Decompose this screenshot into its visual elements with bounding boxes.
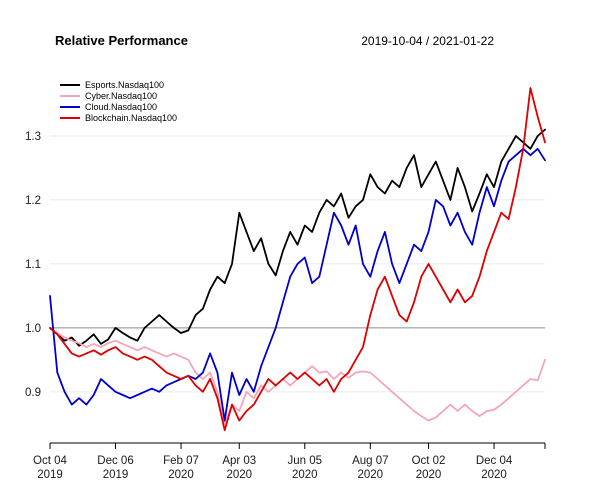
svg-text:1.3: 1.3	[25, 131, 41, 143]
series-line-cloud-nasdaq100	[49, 147, 546, 422]
legend-item: Esports.Nasdaq100	[60, 79, 177, 90]
legend-item: Cyber.Nasdaq100	[60, 90, 177, 101]
svg-text:1.1: 1.1	[25, 259, 41, 271]
svg-text:Oct 02: Oct 02	[412, 455, 446, 467]
svg-text:2020: 2020	[481, 469, 507, 481]
svg-text:0.9: 0.9	[25, 387, 41, 399]
legend-item: Cloud.Nasdaq100	[60, 101, 177, 112]
svg-text:Jun 05: Jun 05	[288, 455, 323, 467]
legend-item: Blockchain.Nasdaq100	[60, 112, 177, 123]
svg-text:2019: 2019	[103, 469, 129, 481]
svg-text:Dec 04: Dec 04	[476, 455, 513, 467]
svg-text:2020: 2020	[226, 469, 252, 481]
svg-text:2020: 2020	[357, 469, 383, 481]
legend-label: Esports.Nasdaq100	[85, 79, 165, 90]
svg-text:Oct 04: Oct 04	[33, 455, 67, 467]
chart-legend: Esports.Nasdaq100 Cyber.Nasdaq100 Cloud.Na…	[60, 79, 177, 123]
legend-line-sample	[60, 83, 80, 86]
series-line-cyber-nasdaq100	[49, 326, 546, 425]
series-line-blockchain-nasdaq100	[49, 87, 546, 432]
legend-label: Blockchain.Nasdaq100	[85, 112, 178, 123]
svg-text:1.2: 1.2	[25, 195, 41, 207]
legend-line-sample	[60, 105, 80, 108]
svg-text:2020: 2020	[416, 469, 442, 481]
svg-text:Apr 03: Apr 03	[222, 455, 256, 467]
svg-text:2019: 2019	[37, 469, 63, 481]
svg-text:Aug 07: Aug 07	[352, 455, 388, 467]
chart-date-range: 2019-10-04 / 2021-01-22	[361, 34, 494, 48]
series-lines	[49, 87, 546, 432]
svg-text:Dec 06: Dec 06	[97, 455, 133, 467]
svg-text:2020: 2020	[292, 469, 318, 481]
legend-line-sample	[60, 116, 80, 119]
legend-line-sample	[60, 94, 80, 97]
svg-text:Feb 07: Feb 07	[163, 455, 199, 467]
svg-text:1.0: 1.0	[25, 323, 41, 335]
svg-text:2020: 2020	[168, 469, 194, 481]
legend-label: Cloud.Nasdaq100	[85, 101, 158, 112]
y-axis: 0.9 1.0 1.1 1.2 1.3	[25, 131, 41, 399]
x-axis: Oct 04 2019 Dec 06 2019 Feb 07 2020 Apr 03 2020…	[33, 442, 546, 481]
legend-label: Cyber.Nasdaq100	[85, 90, 158, 101]
chart-title: Relative Performance	[55, 33, 188, 48]
series-line-esports-nasdaq100	[49, 128, 546, 347]
